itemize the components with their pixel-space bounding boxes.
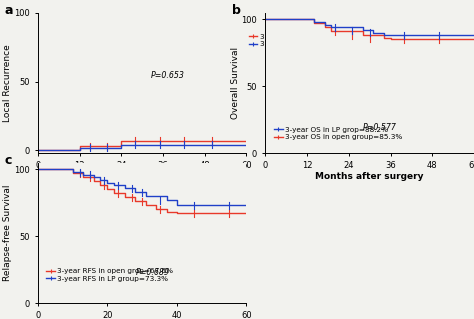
Text: a: a (5, 4, 13, 17)
Text: P=0.577: P=0.577 (363, 123, 397, 132)
X-axis label: Months after surgery: Months after surgery (88, 172, 196, 181)
Text: b: b (232, 4, 241, 17)
Y-axis label: Overall Survival: Overall Survival (231, 47, 240, 119)
Legend: 3-year LR after open group=5.9%, 3-year LR after LP group=3.3%: 3-year LR after open group=5.9%, 3-year … (248, 33, 383, 48)
Legend: 3-year OS in LP grop=88.2%, 3-year OS in open group=85.3%: 3-year OS in LP grop=88.2%, 3-year OS in… (273, 126, 403, 141)
Legend: 3-year RFS in open grop=67.6%, 3-year RFS in LP group=73.3%: 3-year RFS in open grop=67.6%, 3-year RF… (46, 267, 174, 282)
Text: P=0.653: P=0.653 (150, 71, 184, 80)
X-axis label: Months after surgery: Months after surgery (316, 172, 424, 181)
Text: P=0.689: P=0.689 (136, 268, 170, 277)
Text: c: c (5, 154, 12, 167)
Y-axis label: Relapse-free Survival: Relapse-free Survival (3, 185, 12, 281)
Y-axis label: Local Recurrence: Local Recurrence (3, 44, 12, 122)
